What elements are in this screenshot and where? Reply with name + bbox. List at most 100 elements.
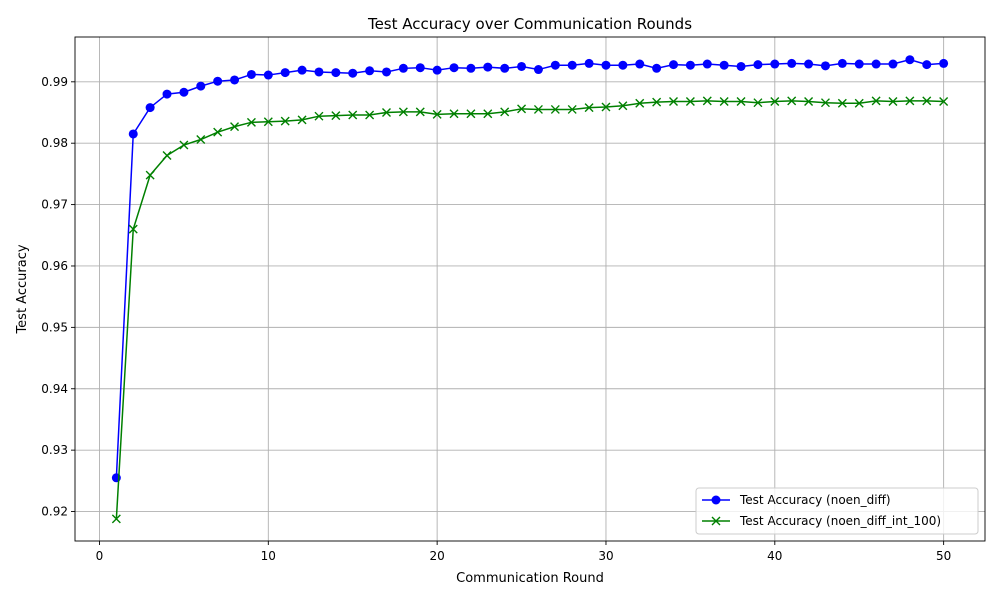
series-2-line	[115, 100, 944, 519]
series-2	[111, 96, 949, 524]
data-point	[263, 117, 273, 127]
data-point	[584, 103, 594, 113]
data-point	[635, 98, 645, 108]
legend-marker-series-2	[711, 516, 721, 526]
data-point	[550, 60, 560, 70]
data-point	[905, 55, 915, 65]
data-point	[196, 135, 206, 145]
y-tick-label: 0.95	[41, 320, 68, 334]
data-point	[820, 98, 830, 108]
data-point	[939, 58, 949, 68]
data-point	[669, 96, 679, 106]
data-point	[500, 107, 510, 117]
data-point	[652, 63, 662, 73]
data-point	[500, 63, 510, 73]
data-point	[381, 108, 391, 118]
data-point	[753, 60, 763, 70]
y-tick-label: 0.93	[41, 443, 68, 457]
data-point	[162, 150, 172, 160]
data-point	[517, 104, 527, 114]
data-point	[533, 104, 543, 114]
data-series	[111, 55, 949, 524]
data-point	[398, 63, 408, 73]
data-point	[145, 170, 155, 180]
data-point	[297, 115, 307, 125]
data-point	[331, 111, 341, 121]
y-tick-label: 0.99	[41, 75, 68, 89]
data-point	[804, 59, 814, 69]
data-point	[922, 96, 932, 106]
x-tick-label: 40	[767, 549, 782, 563]
data-point	[888, 59, 898, 69]
data-point	[213, 127, 223, 137]
data-point	[820, 61, 830, 71]
data-point	[179, 87, 189, 97]
data-point	[466, 63, 476, 73]
data-point	[854, 98, 864, 108]
x-tick-label: 10	[261, 549, 276, 563]
data-point	[483, 109, 493, 119]
data-point	[365, 110, 375, 120]
data-point	[719, 60, 729, 70]
data-point	[533, 65, 543, 75]
data-point	[246, 117, 256, 127]
data-point	[770, 59, 780, 69]
data-point	[381, 67, 391, 77]
data-point	[145, 103, 155, 113]
data-point	[466, 109, 476, 119]
data-point	[669, 60, 679, 70]
data-point	[922, 60, 932, 70]
data-point	[601, 60, 611, 70]
data-point	[871, 59, 881, 69]
data-point	[854, 59, 864, 69]
data-point	[246, 69, 256, 79]
x-tick-label: 30	[598, 549, 613, 563]
data-point	[567, 104, 577, 114]
data-point	[432, 109, 442, 119]
data-point	[517, 61, 527, 71]
data-point	[685, 96, 695, 106]
data-point	[213, 76, 223, 86]
data-point	[415, 63, 425, 73]
data-point	[111, 514, 121, 524]
grid-lines	[75, 37, 985, 541]
data-point	[263, 70, 273, 80]
data-point	[230, 75, 240, 85]
data-point	[483, 62, 493, 72]
plot-area-background	[75, 37, 985, 541]
y-tick-label: 0.97	[41, 198, 68, 212]
data-point	[652, 97, 662, 107]
data-point	[702, 59, 712, 69]
data-point	[449, 109, 459, 119]
data-point	[550, 104, 560, 114]
data-point	[618, 101, 628, 111]
chart-title: Test Accuracy over Communication Rounds	[367, 15, 692, 33]
data-point	[398, 107, 408, 117]
data-point	[702, 96, 712, 106]
data-point	[128, 129, 138, 139]
x-tick-label: 20	[430, 549, 445, 563]
axis-ticks: 0 10 20 30 40 50 0.92 0.93 0.94 0.95 0.96 0.97 0.98 0…	[41, 75, 951, 563]
data-point	[230, 122, 240, 132]
series-1	[111, 55, 949, 483]
plot-frame	[74, 36, 986, 542]
data-point	[787, 96, 797, 106]
data-point	[280, 68, 290, 78]
data-point	[888, 96, 898, 106]
data-point	[685, 60, 695, 70]
data-point	[348, 110, 358, 120]
data-point	[128, 224, 138, 234]
data-point	[331, 68, 341, 78]
data-point	[179, 140, 189, 150]
legend-marker-series-1	[711, 495, 721, 505]
y-axis-label: Test Accuracy	[15, 244, 30, 334]
data-point	[314, 111, 324, 121]
data-point	[365, 66, 375, 76]
data-point	[584, 58, 594, 68]
data-point	[415, 107, 425, 117]
data-point	[432, 65, 442, 75]
legend-box	[695, 487, 979, 535]
data-point	[280, 116, 290, 126]
data-point	[770, 96, 780, 106]
